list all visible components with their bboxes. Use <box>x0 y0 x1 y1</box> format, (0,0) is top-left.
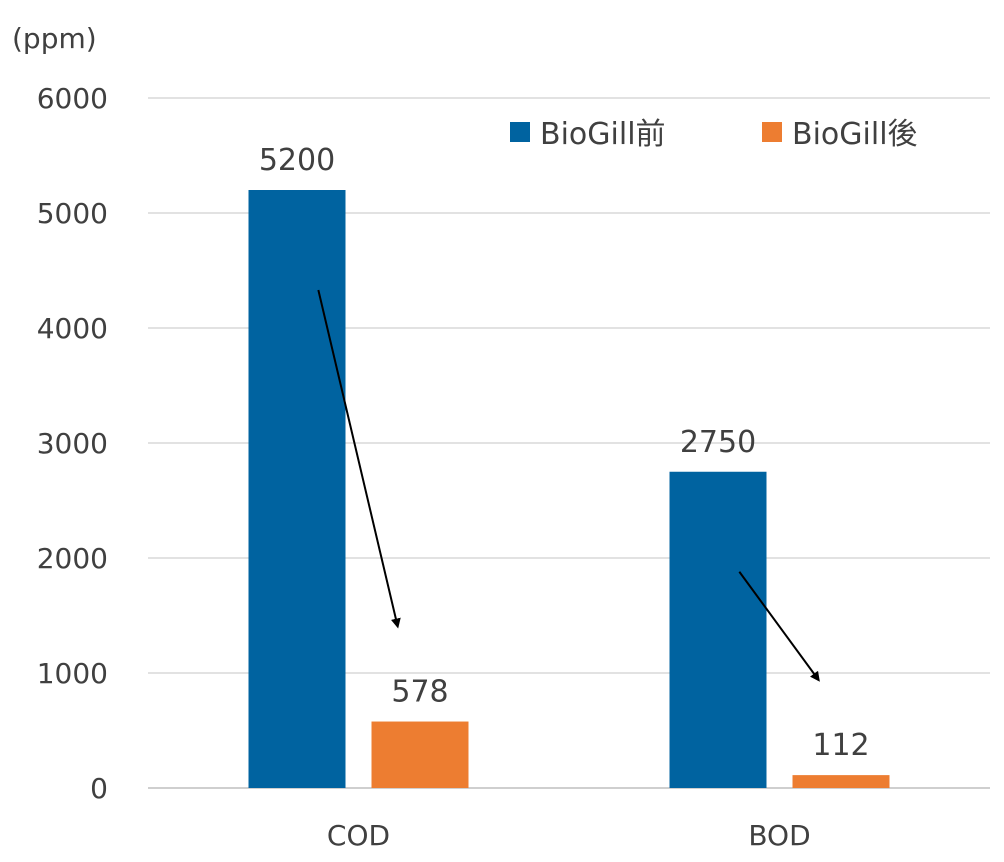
bar-cod-series-2 <box>371 721 469 788</box>
x-axis-categories: COD BOD <box>327 819 811 852</box>
trend-arrow <box>317 289 401 629</box>
data-label: 578 <box>391 675 448 710</box>
bars <box>248 190 890 788</box>
legend-label: BioGill後 <box>792 117 918 152</box>
x-category-label: COD <box>327 819 390 852</box>
arrows <box>317 289 820 682</box>
y-tick-label: 2000 <box>37 542 108 575</box>
y-tick-label: 5000 <box>37 197 108 230</box>
bar-bod-series-1 <box>669 471 767 788</box>
y-tick-label: 4000 <box>37 312 108 345</box>
y-tick-label: 3000 <box>37 427 108 460</box>
y-axis-unit-label: (ppm) <box>12 22 97 55</box>
legend-swatch <box>762 122 782 142</box>
y-tick-label: 6000 <box>37 82 108 115</box>
data-label: 112 <box>812 728 869 763</box>
data-label: 2750 <box>680 425 756 460</box>
trend-arrow <box>738 571 820 682</box>
y-tick-label: 0 <box>90 772 108 805</box>
data-label: 5200 <box>259 143 335 178</box>
legend: BioGill前 BioGill後 <box>510 117 918 152</box>
bar-bod-series-2 <box>792 775 890 788</box>
data-labels: 5200 578 2750 112 <box>259 143 870 763</box>
y-axis-ticks: 0 1000 2000 3000 4000 5000 6000 <box>37 82 108 805</box>
x-category-label: BOD <box>748 819 810 852</box>
bar-cod-series-1 <box>248 190 346 788</box>
y-tick-label: 1000 <box>37 657 108 690</box>
legend-label: BioGill前 <box>540 117 666 152</box>
legend-swatch <box>510 122 530 142</box>
